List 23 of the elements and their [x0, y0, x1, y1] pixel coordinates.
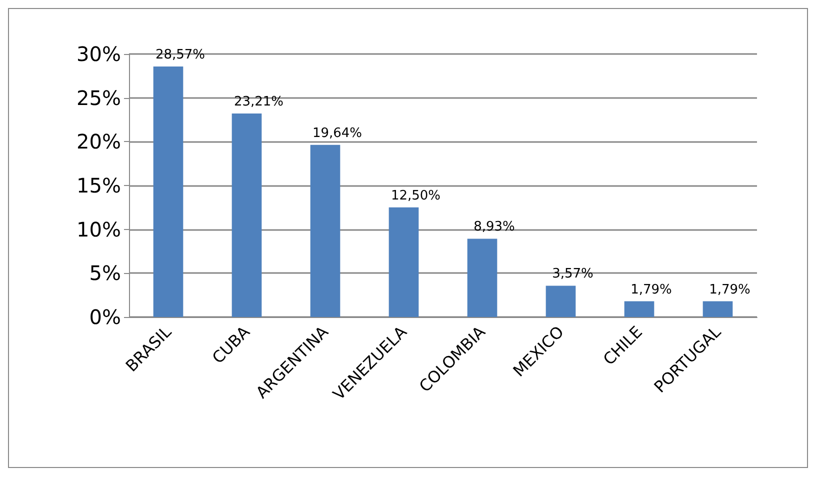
bar: [546, 286, 576, 317]
bar: [310, 144, 340, 317]
bar: [624, 301, 654, 317]
y-tick-label: 5%: [89, 261, 121, 286]
data-label: 8,93%: [474, 220, 515, 235]
data-label: 3,57%: [552, 266, 594, 282]
y-tick-label: 10%: [76, 217, 121, 242]
data-label: 1,79%: [630, 282, 672, 298]
data-label: 12,50%: [390, 188, 441, 204]
bar: [467, 238, 498, 317]
data-label: 28,57%: [155, 48, 206, 63]
y-tick-label: 20%: [76, 130, 121, 154]
bar: [388, 207, 419, 317]
bar: [153, 66, 184, 317]
data-label: 23,21%: [234, 94, 284, 110]
y-tick-label: 15%: [76, 174, 121, 198]
bar: [702, 301, 733, 317]
data-label: 1,79%: [709, 282, 750, 298]
y-tick-label: 30%: [76, 42, 121, 66]
y-tick-label: 25%: [76, 86, 121, 110]
y-tick-label: 0%: [89, 305, 121, 329]
bar: [232, 114, 262, 317]
data-label: 19,64%: [312, 126, 362, 141]
